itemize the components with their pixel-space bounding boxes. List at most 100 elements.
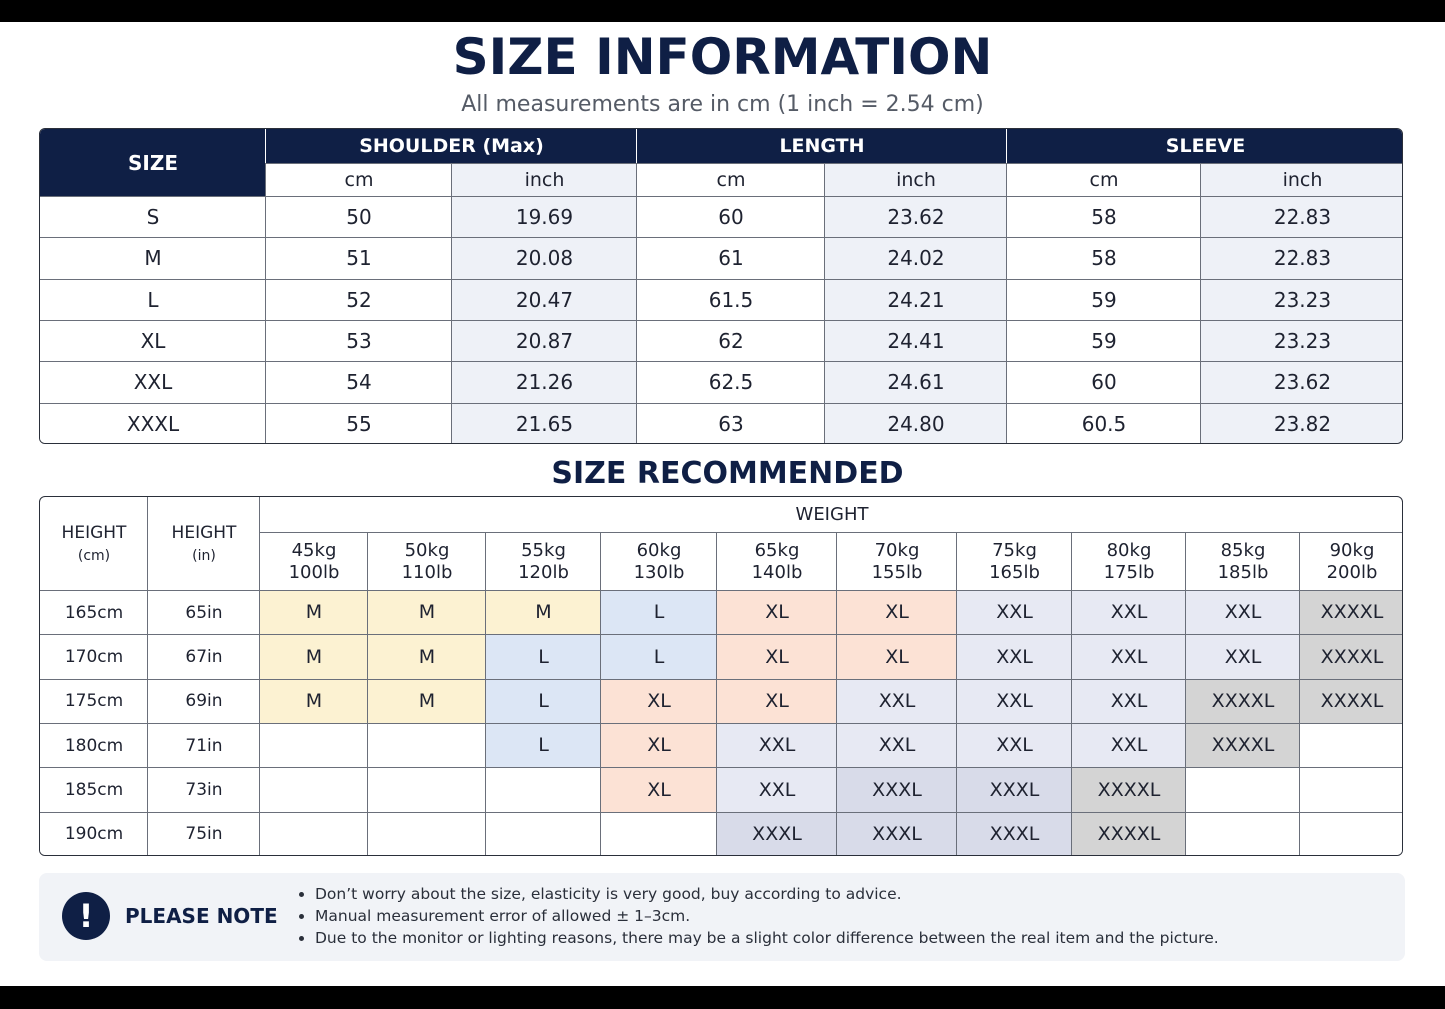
note-list: Don’t worry about the size, elasticity i… (299, 883, 1219, 949)
height-cell: 71in (147, 723, 260, 769)
weight-value: 75kg (992, 539, 1037, 561)
note-item: Due to the monitor or lighting reasons, … (315, 927, 1219, 949)
weight-col-header: 45kg 100lb (259, 532, 368, 591)
title: SIZE INFORMATION (452, 28, 993, 86)
size-cell: XXXL (956, 767, 1072, 813)
size-cell: M (40, 237, 266, 280)
weight-header: WEIGHT (259, 497, 1402, 533)
size-cell: XL (836, 634, 957, 680)
height-header: HEIGHT (in) (147, 497, 260, 591)
size-cell: XL (600, 678, 717, 724)
note-title: PLEASE NOTE (125, 904, 278, 928)
weight-value: 55kg (521, 539, 566, 561)
height-label: HEIGHT (61, 522, 127, 543)
size-cell (1185, 767, 1300, 813)
measure-cell: 62 (636, 320, 825, 363)
size-cell: XXXXL (1299, 634, 1402, 680)
note-item: Don’t worry about the size, elasticity i… (315, 883, 1219, 905)
measure-cell: 62.5 (636, 361, 825, 404)
unit-header: inch (824, 163, 1007, 197)
measure-cell: 58 (1006, 196, 1201, 239)
weight-col-header: 55kg 120lb (485, 532, 601, 591)
size-cell: L (485, 723, 601, 769)
size-cell: XXL (1071, 590, 1186, 636)
size-cell (367, 723, 486, 769)
size-cell: XXL (1071, 634, 1186, 680)
size-cell: S (40, 196, 266, 239)
weight-value: 175lb (1103, 562, 1155, 583)
size-cell: L (485, 678, 601, 724)
size-cell: XL (600, 767, 717, 813)
weight-value: 50kg (404, 539, 450, 561)
size-cell: XXXL (716, 811, 837, 855)
weight-value: 85kg (1220, 539, 1266, 561)
bottom-bar (0, 986, 1445, 1009)
size-cell: XXL (836, 723, 957, 769)
size-cell (259, 811, 368, 855)
size-cell: M (259, 634, 368, 680)
measure-cell: 20.08 (451, 237, 637, 280)
subtitle: All measurements are in cm (1 inch = 2.5… (461, 92, 984, 117)
top-bar (0, 0, 1445, 22)
size-cell: M (259, 678, 368, 724)
unit-header: cm (1006, 163, 1201, 197)
size-cell: L (40, 278, 266, 321)
measure-cell: 53 (265, 320, 452, 363)
size-cell: XXXXL (1185, 678, 1300, 724)
measure-cell: 59 (1006, 320, 1201, 363)
size-cell (1299, 723, 1402, 769)
height-cell: 170cm (40, 634, 148, 680)
weight-col-header: 75kg 165lb (956, 532, 1072, 591)
size-cell: XL (716, 634, 837, 680)
size-cell: XL (40, 320, 266, 363)
size-cell: XXXXL (1299, 590, 1402, 636)
height-cell: 65in (147, 590, 260, 636)
height-cell: 190cm (40, 811, 148, 855)
weight-col-header: 50kg 110lb (367, 532, 486, 591)
size-cell: M (259, 590, 368, 636)
weight-value: 70kg (874, 539, 920, 561)
weight-value: 45kg (291, 539, 337, 561)
measure-cell: 63 (636, 402, 825, 443)
measure-cell: 60 (1006, 361, 1201, 404)
unit-header: cm (265, 163, 452, 197)
note-item: Manual measurement error of allowed ± 1–… (315, 905, 1219, 927)
weight-value: 185lb (1217, 562, 1269, 583)
height-label: HEIGHT (171, 522, 237, 543)
size-cell: XXXXL (1071, 767, 1186, 813)
size-cell: XXL (956, 634, 1072, 680)
weight-value: 130lb (633, 562, 685, 583)
height-cell: 69in (147, 678, 260, 724)
size-cell: XXXL (956, 811, 1072, 855)
weight-value: 155lb (871, 562, 923, 583)
weight-value: 120lb (518, 562, 569, 583)
measure-cell: 20.47 (451, 278, 637, 321)
size-cell: XXL (956, 678, 1072, 724)
size-cell: XXL (716, 767, 837, 813)
height-cell: 75in (147, 811, 260, 855)
measure-cell: 21.26 (451, 361, 637, 404)
size-cell: M (367, 678, 486, 724)
measure-cell: 21.65 (451, 402, 637, 443)
height-cell: 180cm (40, 723, 148, 769)
weight-value: 100lb (288, 562, 340, 583)
measure-cell: 24.21 (824, 278, 1007, 321)
weight-value: 60kg (636, 539, 682, 561)
size-cell: XL (836, 590, 957, 636)
measure-cell: 60.5 (1006, 402, 1201, 443)
height-cell: 67in (147, 634, 260, 680)
size-cell: XXL (1185, 634, 1300, 680)
size-cell: M (485, 590, 601, 636)
size-cell (1299, 767, 1402, 813)
measure-cell: 24.02 (824, 237, 1007, 280)
size-cell (367, 767, 486, 813)
size-cell: XXL (1185, 590, 1300, 636)
measure-cell: 23.23 (1200, 278, 1402, 321)
measure-cell: 58 (1006, 237, 1201, 280)
size-table: SIZE SHOULDER (Max) LENGTH SLEEVE cm inch cm in… (39, 128, 1403, 444)
weight-value: 140lb (751, 562, 803, 583)
measure-cell: 23.62 (824, 196, 1007, 239)
measure-cell: 22.83 (1200, 196, 1402, 239)
unit-header: cm (636, 163, 825, 197)
measure-cell: 23.82 (1200, 402, 1402, 443)
